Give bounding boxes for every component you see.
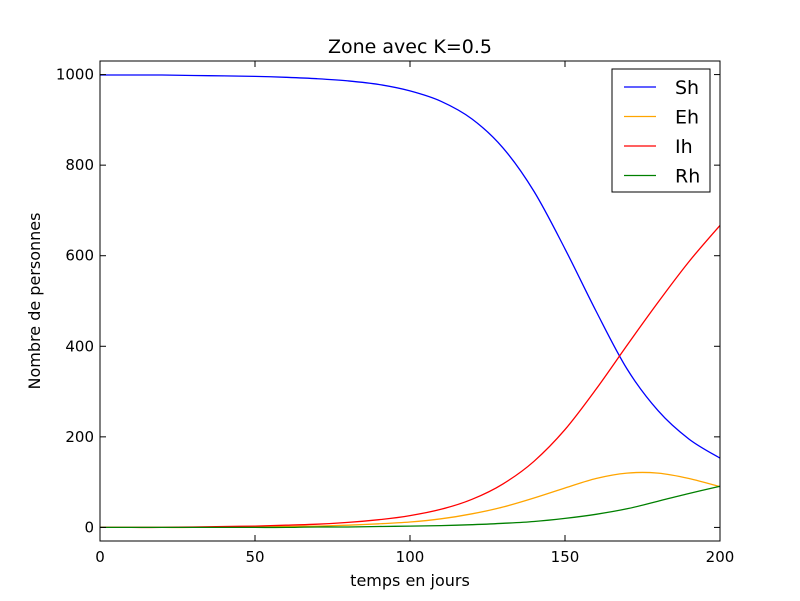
chart-title: Zone avec K=0.5 <box>328 36 492 58</box>
legend: Sh Eh Ih Rh <box>611 68 711 193</box>
x-tick-label: 150 <box>551 548 580 566</box>
x-tick-label: 0 <box>95 548 105 566</box>
plot-frame <box>99 60 721 542</box>
series-line-sh <box>99 74 721 459</box>
y-tick-label: 1000 <box>56 66 94 84</box>
x-axis-label: temps en jours <box>350 571 470 590</box>
y-tick-label: 0 <box>84 518 94 536</box>
y-tick-label: 200 <box>65 428 94 446</box>
y-tick-label: 600 <box>65 247 94 265</box>
x-tick-label: 100 <box>396 548 425 566</box>
x-tick-label: 200 <box>706 548 735 566</box>
series-layer <box>99 74 721 529</box>
y-tick-label: 800 <box>65 156 94 174</box>
ticks-layer: 0 50 100 150 200 0 200 400 600 800 1000 <box>56 61 735 566</box>
legend-label-rh: Rh <box>675 166 700 188</box>
legend-label-ih: Ih <box>675 136 693 158</box>
y-axis-label: Nombre de personnes <box>25 213 44 390</box>
y-tick-label: 400 <box>65 337 94 355</box>
x-tick-label: 50 <box>245 548 264 566</box>
legend-label-eh: Eh <box>675 107 699 129</box>
series-line-rh <box>99 485 721 529</box>
legend-box <box>611 68 711 193</box>
legend-label-sh: Sh <box>675 77 699 99</box>
